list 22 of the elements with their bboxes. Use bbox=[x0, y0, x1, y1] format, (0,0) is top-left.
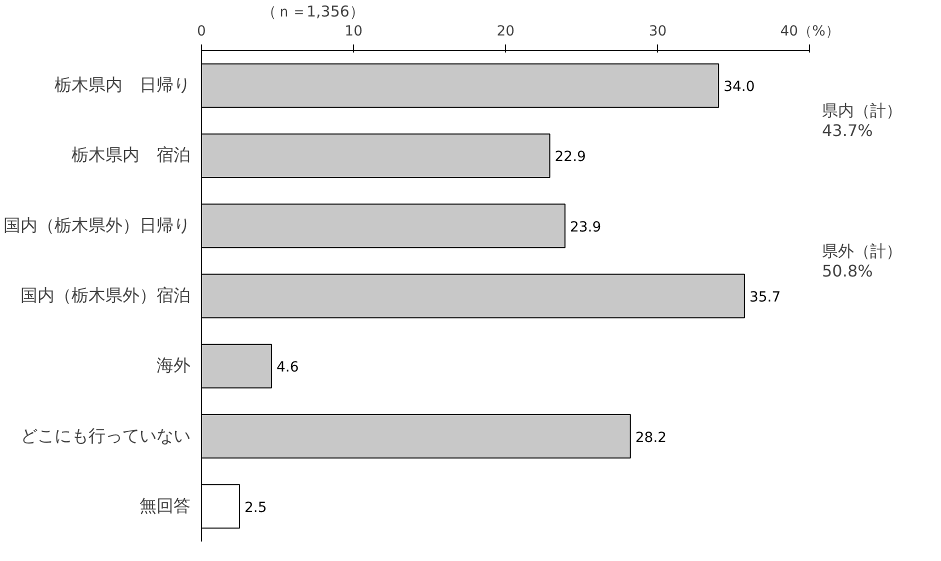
y-tick-label: 無回答 bbox=[140, 496, 190, 516]
y-tick-label: 国内（栃木県外）日帰り bbox=[4, 216, 190, 236]
data-label: 34.0 bbox=[724, 79, 755, 96]
data-label: 22.9 bbox=[554, 149, 586, 166]
data-label: 2.5 bbox=[244, 500, 267, 516]
x-tick-label: 40（%） bbox=[780, 24, 840, 40]
x-tick-label: 20 bbox=[496, 24, 515, 40]
text: 県内（計） 43.7% bbox=[822, 101, 902, 140]
data-label: 4.6 bbox=[276, 360, 299, 376]
y-tick-label: 海外 bbox=[156, 356, 190, 376]
y-tick-label: 栃木県内 宿泊 bbox=[72, 146, 190, 166]
x-tick-label: 10 bbox=[344, 24, 363, 40]
data-label: 23.9 bbox=[570, 219, 602, 236]
y-tick-label: 国内（栃木県外）宿泊 bbox=[20, 286, 190, 306]
x-tick-label: 0 bbox=[197, 24, 206, 40]
text: （ｎ＝1,356） bbox=[262, 2, 364, 20]
text: 県外（計） 50.8% bbox=[822, 241, 902, 280]
y-tick-label: どこにも行っていない bbox=[20, 426, 190, 446]
x-tick-label: 30 bbox=[648, 24, 667, 40]
data-label: 35.7 bbox=[749, 290, 781, 306]
y-tick-label: 栃木県内 日帰り bbox=[54, 76, 190, 96]
data-label: 28.2 bbox=[635, 430, 667, 446]
